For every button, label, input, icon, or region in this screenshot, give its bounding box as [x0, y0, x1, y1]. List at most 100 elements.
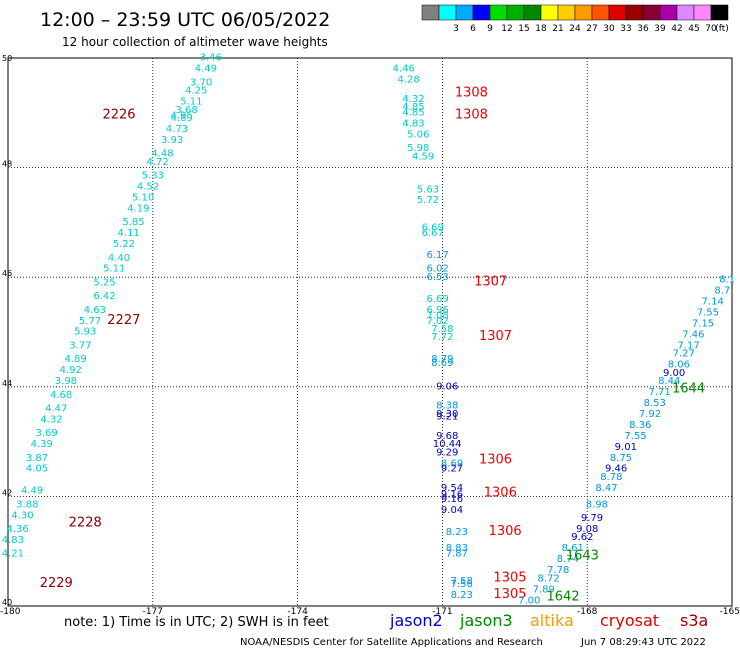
- swh-point: 7.72: [431, 332, 453, 343]
- swh-point: 8.61: [562, 543, 584, 554]
- colorbar-swatch: [472, 4, 491, 21]
- swh-point: 9.21: [436, 412, 458, 423]
- satellite-label-s3a: s3a: [680, 611, 708, 630]
- swh-point: 4.11: [118, 228, 140, 239]
- swh-point: 3.46: [200, 53, 222, 64]
- swh-point: 8.1: [719, 275, 735, 286]
- swh-point: 6.69: [422, 223, 444, 234]
- track-label: 1643: [566, 548, 599, 563]
- x-tick-label: -174: [287, 607, 308, 617]
- swh-point: 4.49: [195, 64, 217, 75]
- swh-point: 4.32: [40, 414, 62, 425]
- swh-point: 4.59: [412, 151, 434, 162]
- swh-point: 8.75: [610, 453, 632, 464]
- swh-point: 8.23: [446, 527, 468, 538]
- colorbar-swatch: [455, 4, 474, 21]
- colorbar-label: 6: [470, 24, 476, 34]
- swh-point: 9.16: [441, 494, 463, 505]
- swh-point: 7.58: [451, 576, 473, 587]
- satellite-label-jason3: jason3: [459, 611, 513, 630]
- swh-point: 4.89: [64, 354, 86, 365]
- y-tick-label: 40: [2, 598, 12, 607]
- swh-point: 5.77: [79, 316, 101, 327]
- swh-point: 5.85: [122, 217, 144, 228]
- swh-point: 9.16: [441, 489, 463, 500]
- colorbar-swatch: [676, 4, 695, 21]
- swh-point: 4.89: [171, 113, 193, 124]
- swh-point: 4.30: [11, 510, 33, 521]
- swh-point: 4.83: [402, 119, 424, 130]
- swh-point: 5.63: [417, 184, 439, 195]
- swh-point: 7.78: [547, 565, 569, 576]
- swh-point: 5.98: [407, 143, 429, 154]
- swh-point: 4.21: [2, 549, 24, 560]
- swh-point: 4.39: [31, 439, 53, 450]
- swh-point: 8.7: [714, 286, 730, 297]
- colorbar-swatch: [506, 4, 525, 21]
- swh-point: 7.58: [431, 324, 453, 335]
- swh-point: 4.28: [397, 75, 419, 86]
- swh-point: 8.98: [586, 499, 608, 510]
- swh-point: 7.56: [451, 579, 473, 590]
- swh-point: 9.00: [663, 368, 685, 379]
- x-tick-label: -168: [577, 607, 598, 617]
- swh-point: 4.85: [402, 102, 424, 113]
- colorbar-swatch: [710, 4, 729, 21]
- x-tick-label: -165: [720, 607, 740, 617]
- swh-point: 9.30: [436, 409, 458, 420]
- chart-subtitle: 12 hour collection of altimeter wave hei…: [62, 35, 328, 49]
- swh-point: 7.46: [682, 329, 704, 340]
- swh-point: 3.77: [69, 340, 91, 351]
- swh-point: 5.93: [74, 327, 96, 338]
- swh-point: 8.36: [629, 420, 651, 431]
- swh-point: 7.02: [426, 316, 448, 327]
- swh-point: 5.06: [407, 129, 429, 140]
- swh-point: 5.25: [93, 277, 115, 288]
- track-label: 1307: [474, 274, 507, 289]
- x-tick-label: -171: [432, 607, 452, 617]
- colorbar-swatch: [540, 4, 559, 21]
- colorbar-swatch: [523, 4, 542, 21]
- swh-point: 4.95: [171, 110, 193, 121]
- swh-point: 6.67: [422, 228, 444, 239]
- track-label: 2229: [40, 576, 73, 591]
- colorbar-legend: 3 6 9 12 15 18 21 24 27 30 33 36 39 42 45 70(ft): [421, 4, 729, 34]
- track-label: 2227: [107, 313, 140, 328]
- colorbar-label: 21: [552, 24, 563, 34]
- swh-point: 8.44: [658, 376, 680, 387]
- swh-point: 5.10: [132, 192, 154, 203]
- plot-border: [7, 57, 733, 607]
- swh-point: 6.53: [426, 272, 448, 283]
- colorbar-label: 15: [518, 24, 529, 34]
- swh-point: 4.52: [137, 182, 159, 193]
- swh-point: 4.40: [108, 253, 130, 264]
- track-label: 1642: [547, 590, 580, 605]
- swh-point: 5.72: [417, 195, 439, 206]
- swh-point: 6.69: [426, 294, 448, 305]
- swh-point: 4.72: [146, 157, 168, 168]
- swh-point: 4.85: [402, 108, 424, 119]
- swh-point: 5.11: [103, 264, 125, 275]
- track-label: 1306: [489, 524, 522, 539]
- swh-point: 3.93: [161, 135, 183, 146]
- track-label: 1644: [672, 381, 705, 396]
- colorbar-label: 33: [620, 24, 631, 34]
- track-label: 1308: [455, 107, 488, 122]
- credit-text: NOAA/NESDIS Center for Satellite Applica…: [240, 637, 543, 648]
- track-label: 2228: [69, 516, 102, 531]
- timestamp-text: Jun 7 08:29:43 UTC 2022: [580, 637, 706, 648]
- swh-point: 9.68: [436, 431, 458, 442]
- track-label: 2226: [102, 107, 135, 122]
- swh-point: 4.46: [393, 64, 415, 75]
- y-tick-label: 46: [2, 269, 12, 278]
- satellite-label-altika: altika: [530, 611, 574, 630]
- swh-point: 4.68: [50, 390, 72, 401]
- swh-point: 3.87: [26, 453, 48, 464]
- swh-point: 8.69: [441, 458, 463, 469]
- track-label: 1305: [493, 587, 526, 602]
- swh-point: 7.55: [697, 308, 719, 319]
- swh-point: 8.53: [644, 398, 666, 409]
- colorbar-label: 12: [501, 24, 512, 34]
- swh-point: 9.79: [581, 513, 603, 524]
